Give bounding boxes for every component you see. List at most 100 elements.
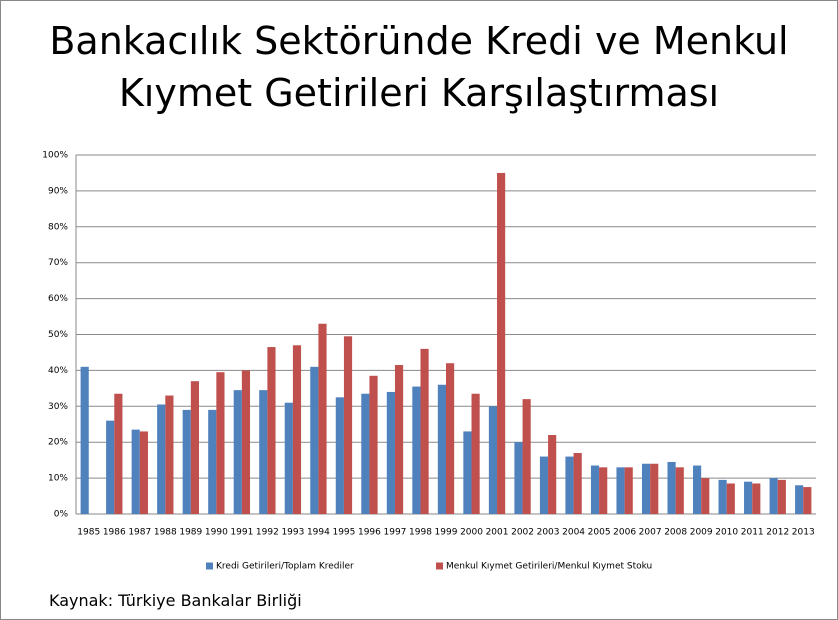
- bar: [726, 483, 735, 514]
- y-tick-label: 30%: [48, 402, 68, 412]
- bar: [795, 485, 804, 514]
- bar: [386, 391, 395, 514]
- bar: [369, 375, 378, 514]
- x-tick-label: 2010: [715, 528, 738, 538]
- bar: [139, 431, 148, 514]
- x-tick-label: 1995: [332, 528, 355, 538]
- bar: [241, 370, 251, 514]
- x-tick-label: 1993: [281, 528, 304, 538]
- x-tick-label: 2004: [562, 528, 585, 538]
- bar: [412, 386, 421, 514]
- bar: [488, 406, 498, 514]
- x-tick-label: 1991: [230, 528, 253, 538]
- x-tick-label: 1997: [384, 528, 407, 538]
- bar: [216, 372, 225, 514]
- bar: [514, 442, 523, 514]
- bar: [361, 393, 370, 514]
- x-tick-label: 1996: [358, 528, 381, 538]
- bar: [701, 478, 710, 514]
- bar: [744, 481, 753, 514]
- x-tick-label: 1998: [409, 528, 432, 538]
- legend-swatch: [206, 562, 213, 570]
- bar: [420, 348, 429, 514]
- y-tick-label: 20%: [48, 438, 68, 448]
- x-tick-label: 2002: [511, 528, 534, 538]
- bar: [292, 345, 302, 514]
- x-tick-label: 2008: [664, 528, 687, 538]
- x-tick-label: 1999: [435, 528, 458, 538]
- bar: [182, 409, 191, 514]
- x-tick-label: 2001: [486, 528, 509, 538]
- legend-label: Menkul Kıymet Getirileri/Menkul Kıymet S…: [446, 562, 652, 572]
- bar: [165, 395, 174, 514]
- y-tick-label: 0%: [54, 510, 69, 520]
- y-tick-label: 90%: [48, 186, 68, 196]
- y-tick-label: 50%: [48, 330, 68, 340]
- bar: [394, 365, 404, 514]
- x-tick-label: 2005: [588, 528, 611, 538]
- y-tick-label: 70%: [48, 258, 68, 268]
- x-tick-label: 1987: [128, 528, 151, 538]
- bar: [343, 336, 353, 514]
- x-tick-label: 1990: [205, 528, 228, 538]
- x-tick-label: 2012: [766, 528, 789, 538]
- source: Kaynak: Türkiye Bankalar Birliği: [49, 591, 302, 610]
- y-tick-label: 100%: [42, 151, 68, 161]
- bar: [616, 467, 625, 514]
- bar: [208, 409, 217, 514]
- bar: [335, 397, 344, 514]
- bar: [446, 363, 455, 514]
- x-tick-label: 2006: [613, 528, 636, 538]
- y-tick-label: 10%: [48, 474, 68, 484]
- bar: [471, 393, 480, 514]
- bar: [777, 479, 786, 514]
- bar: [114, 393, 123, 514]
- x-tick-label: 2007: [639, 528, 662, 538]
- bar: [752, 483, 761, 514]
- bar: [590, 465, 600, 514]
- y-tick-label: 80%: [48, 222, 68, 232]
- legend-label: Kredi Getirileri/Toplam Krediler: [216, 562, 354, 572]
- bar: [675, 467, 684, 514]
- bar: [693, 465, 702, 514]
- y-tick-label: 60%: [48, 294, 68, 304]
- x-tick-label: 1986: [103, 528, 126, 538]
- bar: [233, 390, 242, 514]
- bar: [769, 478, 778, 514]
- bar: [548, 435, 557, 514]
- bar: [190, 381, 199, 514]
- x-tick-label: 1988: [154, 528, 177, 538]
- x-tick-label: 1985: [77, 528, 100, 538]
- y-tick-label: 40%: [48, 366, 68, 376]
- x-tick-label: 1989: [179, 528, 202, 538]
- bar: [624, 467, 633, 514]
- bar: [573, 452, 582, 514]
- x-tick-label: 1992: [256, 528, 279, 538]
- bar: [565, 456, 574, 514]
- x-tick-label: 2000: [460, 528, 483, 538]
- bar: [599, 467, 608, 514]
- bar: [318, 323, 327, 514]
- bar: [267, 347, 276, 514]
- bar: [803, 487, 812, 514]
- x-tick-label: 2013: [792, 528, 815, 538]
- bar: [106, 420, 115, 514]
- bar: [284, 402, 293, 514]
- bar: [157, 404, 166, 514]
- bar: [522, 399, 531, 514]
- bar: [437, 384, 446, 514]
- bar: [641, 463, 651, 514]
- bar: [539, 456, 549, 514]
- bar: [259, 390, 268, 514]
- x-tick-label: 1994: [307, 528, 330, 538]
- bar: [497, 172, 506, 514]
- x-tick-label: 2009: [690, 528, 713, 538]
- bar: [310, 366, 319, 514]
- legend-swatch: [436, 562, 443, 570]
- bar: [667, 461, 676, 514]
- bar: [463, 431, 472, 514]
- x-tick-label: 2011: [741, 528, 764, 538]
- chart-title: Bankacılık Sektöründe Kredi ve Menkul Kı…: [49, 19, 789, 115]
